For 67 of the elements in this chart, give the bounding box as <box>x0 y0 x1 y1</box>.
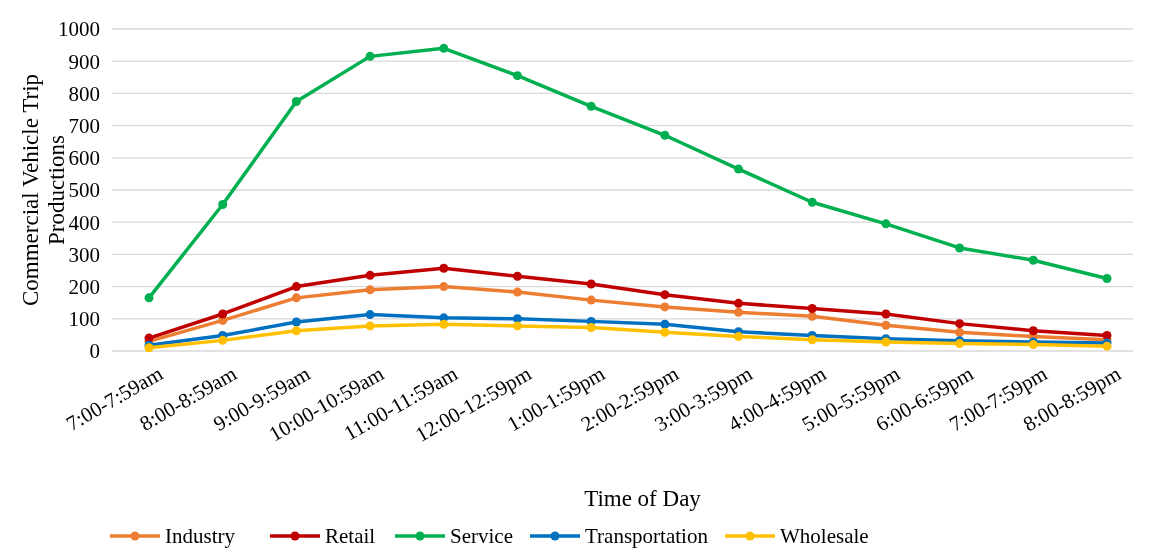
y-tick-label: 900 <box>68 49 100 74</box>
point <box>734 332 744 342</box>
point <box>512 271 522 281</box>
point <box>365 285 375 295</box>
point <box>291 326 301 336</box>
y-tick-label: 1000 <box>58 17 100 42</box>
point <box>734 298 744 308</box>
point <box>807 311 817 321</box>
point <box>291 293 301 303</box>
point <box>586 279 596 289</box>
point <box>512 321 522 331</box>
point <box>1102 274 1112 284</box>
point <box>439 263 449 273</box>
y-tick-label: 0 <box>89 339 100 364</box>
y-tick-label: 200 <box>68 274 100 299</box>
point <box>586 295 596 305</box>
legend-label: Wholesale <box>780 524 869 549</box>
point <box>291 317 301 327</box>
point <box>291 282 301 292</box>
y-tick-label: 700 <box>68 113 100 138</box>
point <box>955 327 965 337</box>
point <box>881 320 891 330</box>
point <box>512 287 522 297</box>
point <box>734 307 744 317</box>
y-tick-label: 600 <box>68 146 100 171</box>
legend-label: Transportation <box>585 524 709 549</box>
point <box>291 96 301 106</box>
point <box>365 321 375 331</box>
legend-label: Retail <box>325 524 376 549</box>
y-tick-label: 800 <box>68 81 100 106</box>
point <box>881 309 891 319</box>
point <box>807 197 817 207</box>
point <box>1028 255 1038 265</box>
y-tick-label: 100 <box>68 307 100 332</box>
point <box>365 270 375 280</box>
point <box>955 243 965 253</box>
point <box>144 293 154 303</box>
point <box>660 327 670 337</box>
point <box>1028 326 1038 336</box>
point <box>660 290 670 300</box>
point <box>881 219 891 229</box>
point <box>218 335 228 345</box>
point <box>439 43 449 53</box>
point <box>955 319 965 329</box>
point <box>660 319 670 329</box>
point <box>512 71 522 81</box>
y-tick-label: 400 <box>68 210 100 235</box>
point <box>660 130 670 140</box>
y-tick-label: 300 <box>68 242 100 267</box>
point <box>512 314 522 324</box>
point <box>586 322 596 332</box>
y-axis-title: Commercial Vehicle Trip Productions <box>17 73 70 307</box>
point <box>218 199 228 209</box>
legend-label: Service <box>450 524 513 549</box>
point <box>586 101 596 111</box>
point <box>807 335 817 345</box>
point <box>365 310 375 320</box>
point <box>439 282 449 292</box>
x-axis-title: Time of Day <box>584 486 702 511</box>
point <box>439 319 449 329</box>
point <box>734 164 744 174</box>
point <box>807 304 817 313</box>
point <box>218 309 228 319</box>
point <box>660 302 670 312</box>
y-tick-label: 500 <box>68 178 100 203</box>
legend-label: Industry <box>165 524 236 549</box>
point <box>365 51 375 61</box>
